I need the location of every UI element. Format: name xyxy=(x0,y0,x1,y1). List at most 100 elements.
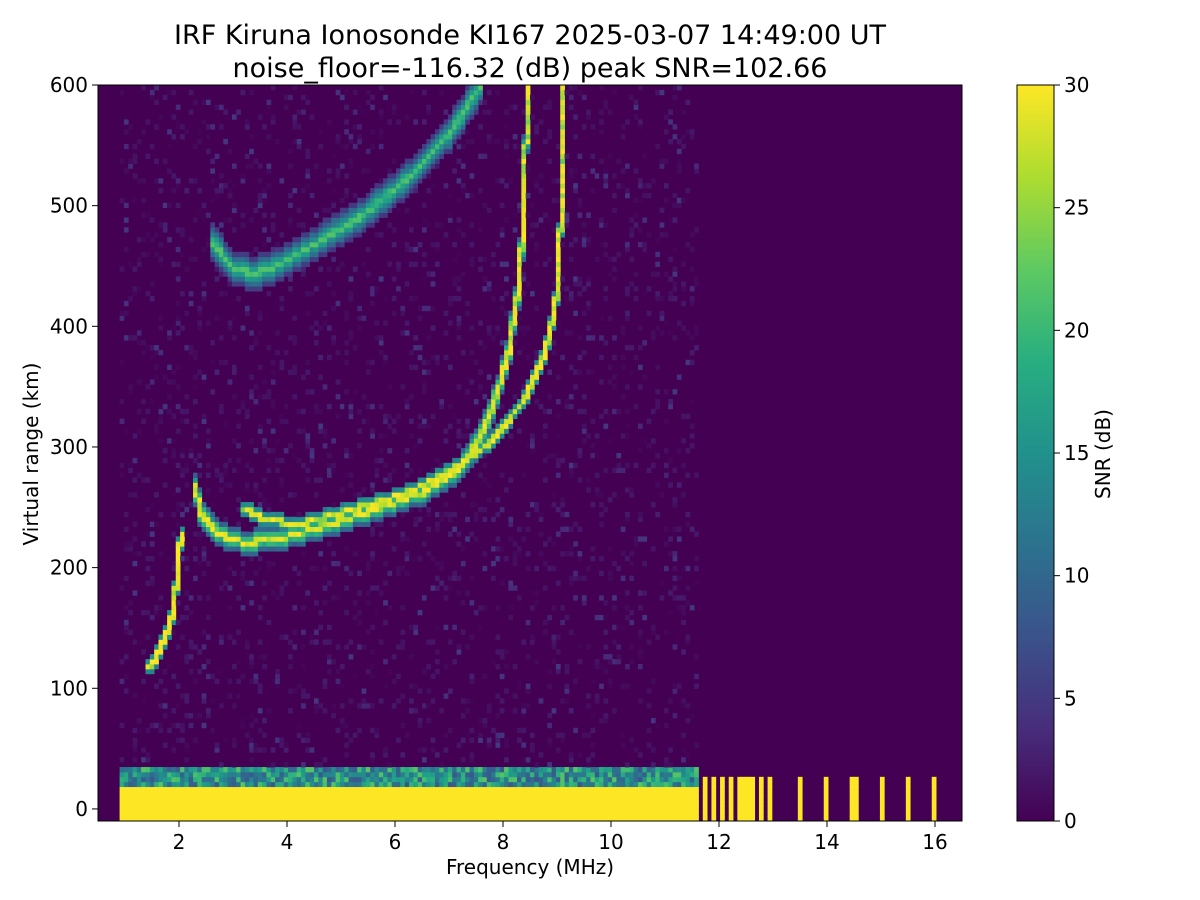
heatmap-cell xyxy=(266,276,272,282)
heatmap-cell xyxy=(646,688,652,694)
heatmap-cell xyxy=(525,163,531,169)
heatmap-cell xyxy=(236,261,241,267)
heatmap-cell xyxy=(188,781,194,788)
heatmap-cell xyxy=(525,134,531,140)
heatmap-cell xyxy=(257,806,263,812)
heatmap-cell xyxy=(149,541,155,547)
heatmap-cell xyxy=(257,315,263,321)
heatmap-cell xyxy=(482,394,488,400)
heatmap-cell xyxy=(594,173,600,179)
heatmap-cell xyxy=(478,448,483,454)
heatmap-cell xyxy=(197,325,203,331)
heatmap-cell xyxy=(292,806,298,812)
heatmap-cell xyxy=(547,762,552,768)
heatmap-cell xyxy=(413,168,419,174)
heatmap-cell xyxy=(620,183,626,189)
heatmap-cell xyxy=(460,600,466,606)
heatmap-cell xyxy=(478,340,483,346)
heatmap-cell xyxy=(638,423,643,429)
heatmap-cell xyxy=(123,541,129,547)
heatmap-cell xyxy=(335,394,341,400)
heatmap-cell xyxy=(171,492,177,498)
heatmap-cell xyxy=(452,526,457,532)
heatmap-cell xyxy=(154,521,159,527)
heatmap-cell xyxy=(236,771,241,778)
heatmap-cell xyxy=(339,703,345,709)
heatmap-cell xyxy=(326,472,332,478)
heatmap-cell xyxy=(296,516,302,523)
heatmap-cell xyxy=(149,776,155,783)
heatmap-cell xyxy=(499,423,505,429)
heatmap-cell xyxy=(344,526,349,532)
heatmap-cell xyxy=(620,816,626,822)
heatmap-cell xyxy=(404,207,410,213)
heatmap-cell xyxy=(292,521,298,527)
heatmap-cell xyxy=(210,237,216,243)
heatmap-cell xyxy=(240,502,246,508)
heatmap-cell xyxy=(676,801,682,807)
heatmap-cell xyxy=(577,816,583,822)
heatmap-cell xyxy=(434,134,440,140)
heatmap-cell xyxy=(206,614,211,621)
heatmap-cell xyxy=(154,781,159,788)
heatmap-cell xyxy=(270,281,276,287)
heatmap-cell xyxy=(322,242,328,248)
heatmap-cell xyxy=(650,624,656,631)
heatmap-cell xyxy=(560,109,565,115)
heatmap-cell xyxy=(339,163,345,169)
heatmap-cell xyxy=(201,776,207,783)
heatmap-cell xyxy=(288,811,293,817)
heatmap-cell xyxy=(642,192,648,199)
heatmap-cell xyxy=(249,394,254,400)
heatmap-cell xyxy=(391,487,397,493)
heatmap-cell xyxy=(491,771,496,778)
heatmap-cell xyxy=(417,492,423,498)
heatmap-cell xyxy=(542,806,548,812)
heatmap-cell xyxy=(633,536,639,542)
heatmap-cell xyxy=(223,816,228,822)
heatmap-cell xyxy=(339,143,345,150)
heatmap-cell xyxy=(560,232,565,238)
heatmap-cell xyxy=(426,791,432,797)
heatmap-cell xyxy=(417,178,423,184)
heatmap-cell xyxy=(573,816,578,822)
heatmap-cell xyxy=(270,811,276,817)
heatmap-cell xyxy=(486,433,492,439)
heatmap-cell xyxy=(599,570,604,577)
heatmap-cell xyxy=(599,492,604,498)
heatmap-cell xyxy=(560,737,565,743)
heatmap-cell xyxy=(171,585,177,591)
heatmap-cell xyxy=(244,281,250,287)
heatmap-cell xyxy=(512,315,518,321)
heatmap-cell xyxy=(132,492,138,498)
heatmap-cell xyxy=(439,560,444,567)
heatmap-cell xyxy=(383,94,388,101)
heatmap-cell xyxy=(495,428,501,434)
heatmap-cell xyxy=(542,408,548,415)
heatmap-cell xyxy=(326,516,332,523)
heatmap-cell xyxy=(218,781,224,788)
heatmap-cell xyxy=(387,767,393,773)
heatmap-cell xyxy=(663,129,669,135)
heatmap-cell xyxy=(586,732,591,738)
heatmap-cell xyxy=(136,801,142,807)
heatmap-cell xyxy=(422,261,427,267)
heatmap-cell xyxy=(473,516,479,523)
heatmap-cell xyxy=(231,639,237,645)
heatmap-cell xyxy=(422,418,427,424)
heatmap-cell xyxy=(339,207,345,213)
heatmap-cell xyxy=(339,781,345,788)
heatmap-cell xyxy=(659,767,665,773)
heatmap-cell xyxy=(409,467,414,474)
heatmap-cell xyxy=(594,801,600,807)
heatmap-cell xyxy=(512,212,518,218)
heatmap-cell xyxy=(538,531,544,537)
heatmap-cell xyxy=(365,212,371,218)
heatmap-cell xyxy=(452,477,457,483)
heatmap-cell xyxy=(612,605,617,611)
heatmap-cell xyxy=(344,104,349,110)
heatmap-cell xyxy=(171,673,177,680)
heatmap-cell xyxy=(344,565,349,572)
heatmap-cell xyxy=(413,786,419,792)
heatmap-cell xyxy=(171,771,177,778)
